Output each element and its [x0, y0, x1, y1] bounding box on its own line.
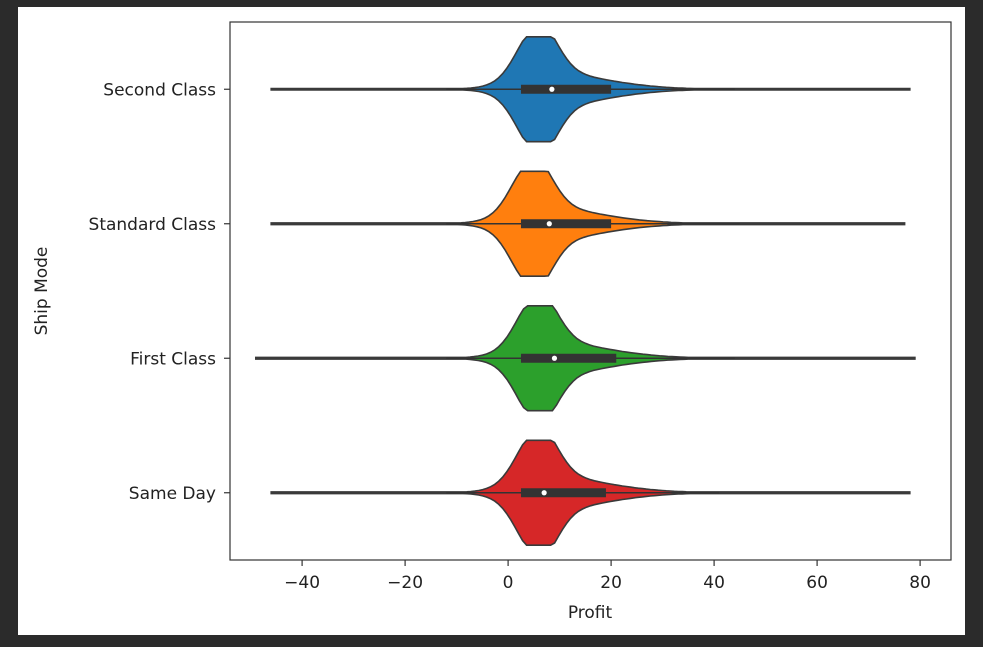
- x-tick-label: 40: [703, 573, 725, 593]
- violin-median-dot: [549, 86, 555, 92]
- violin-iqr-box: [520, 84, 612, 94]
- y-tick-label: Standard Class: [89, 215, 217, 235]
- y-tick-label: Second Class: [103, 80, 216, 100]
- violin-standard-class: [270, 170, 906, 277]
- chart-frame: −40 −20 0 20 40 60 80 Second Class Standard Cla…: [18, 7, 965, 635]
- x-ticks-group: −40 −20 0 20 40 60 80: [284, 560, 931, 593]
- x-tick-label: 0: [503, 573, 514, 593]
- violin-same-day: [270, 439, 911, 546]
- violin-iqr-box: [520, 488, 606, 498]
- y-ticks-group: Second Class Standard Class First Class Sam…: [89, 80, 230, 504]
- plot-area: [229, 21, 952, 561]
- violins-group: [255, 36, 916, 546]
- y-axis-label: Ship Mode: [32, 247, 52, 336]
- violin-median-dot: [551, 355, 558, 361]
- x-tick-label: −20: [387, 573, 423, 593]
- x-tick-label: 20: [600, 573, 622, 593]
- violin-iqr-box: [520, 353, 617, 363]
- x-tick-label: 60: [806, 573, 828, 593]
- x-tick-label: −40: [284, 573, 320, 593]
- violin-iqr-box: [520, 219, 612, 229]
- x-axis-label: Profit: [568, 603, 613, 623]
- violin-chart: −40 −20 0 20 40 60 80 Second Class Standard Cla…: [32, 21, 952, 623]
- violin-median-dot: [546, 221, 552, 227]
- y-tick-label: Same Day: [129, 484, 216, 504]
- violin-median-dot: [541, 490, 547, 496]
- violin-first-class: [255, 305, 916, 412]
- violin-second-class: [270, 36, 911, 143]
- y-tick-label: First Class: [130, 349, 216, 369]
- x-tick-label: 80: [909, 573, 931, 593]
